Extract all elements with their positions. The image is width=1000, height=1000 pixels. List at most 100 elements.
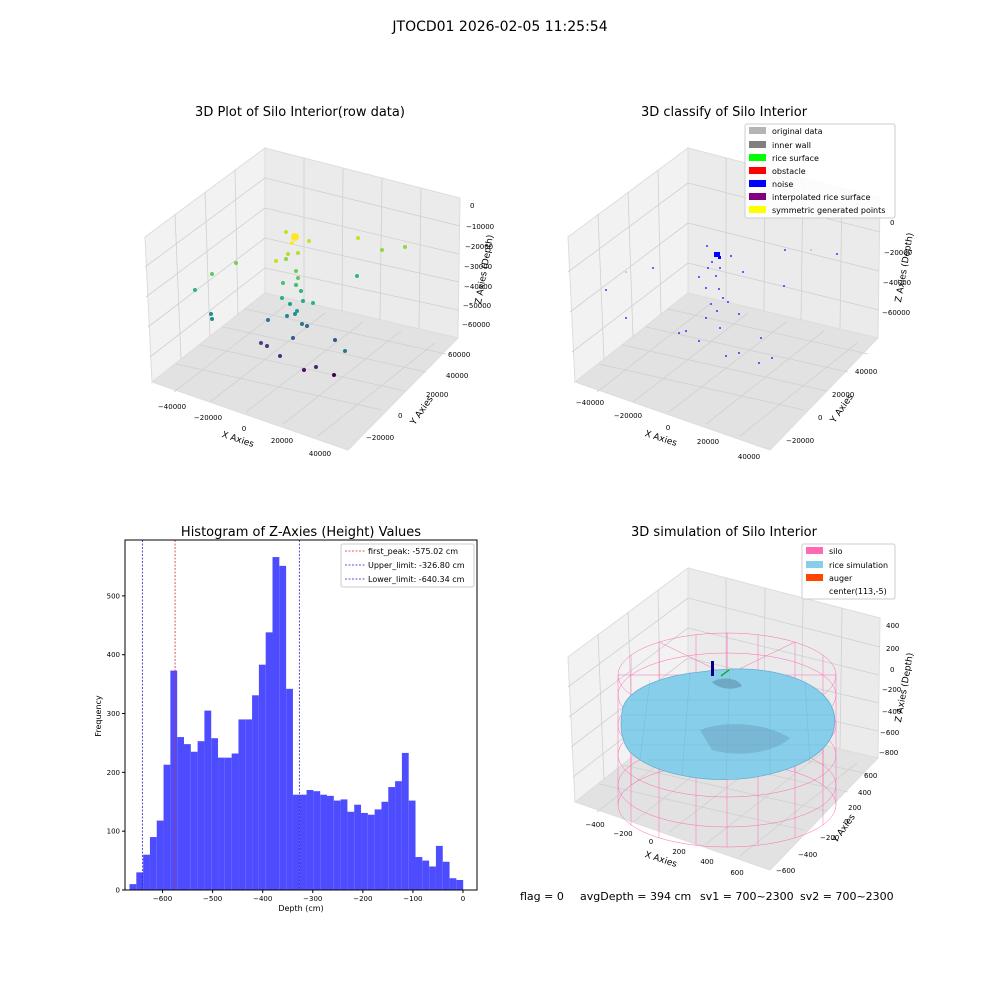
histogram-bar [183, 744, 191, 890]
data-point [307, 239, 311, 243]
noise-point [738, 313, 740, 315]
legend-label: interpolated rice surface [772, 193, 870, 202]
y-tick-label: 0 [398, 412, 402, 420]
data-point [343, 349, 347, 353]
histogram-bar [258, 664, 266, 890]
classify-legend: original data inner wall rice surface ob… [744, 123, 896, 219]
legend-label: noise [772, 180, 793, 189]
z-axis-ticks: 400 200 0 −200 −400 −600 −800 [879, 622, 901, 757]
original-point [625, 271, 627, 273]
data-point [296, 251, 300, 255]
status-flag: flag = 0 [520, 890, 564, 903]
simulation-legend: silo rice simulation auger center(113,-5… [801, 543, 896, 600]
status-sv1: sv1 = 700~2300 [700, 890, 794, 903]
z-tick-label: −40000 [464, 283, 492, 291]
histogram-bar [143, 854, 150, 890]
data-point [294, 283, 298, 287]
x-tick-label: −600 [153, 895, 172, 903]
y-tick-label: −200 [820, 834, 839, 842]
histogram-bar [354, 804, 362, 890]
histogram-bar [435, 845, 443, 890]
legend-entry: auger [806, 574, 853, 583]
histogram-y-label: Frequency [94, 695, 103, 737]
data-point [280, 296, 284, 300]
y-tick-label: 300 [107, 710, 120, 718]
histogram-bar [381, 801, 389, 890]
x-tick-label: 200 [672, 848, 685, 856]
y-tick-label: −400 [798, 851, 817, 859]
data-point [286, 252, 290, 256]
y-tick-label: 400 [107, 651, 120, 659]
histogram-bar [231, 753, 239, 890]
x-tick-label: 20000 [271, 437, 293, 445]
x-tick-label: −500 [203, 895, 222, 903]
y-tick-label: −600 [776, 867, 795, 875]
panel-classify-3d-title: 3D classify of Silo Interior [641, 105, 808, 120]
x-tick-label: −200 [353, 895, 372, 903]
x-tick-label: −20000 [194, 414, 222, 422]
x-tick-label: 0 [666, 424, 670, 432]
x-axis-label: X Axies [643, 429, 678, 449]
legend-entry: Lower_limit: -640.34 cm [345, 575, 465, 584]
histogram-x-label: Depth (cm) [278, 904, 323, 913]
noise-points [605, 245, 838, 364]
histogram-bar [149, 837, 157, 890]
x-tick-label: −300 [303, 895, 322, 903]
legend-entry: inner wall [749, 141, 811, 150]
noise-point [722, 297, 724, 299]
z-tick-label: −10000 [466, 223, 494, 231]
x-tick-label: 0 [649, 838, 653, 846]
noise-point [718, 288, 720, 290]
noise-point [783, 285, 785, 287]
z-tick-label: −40000 [883, 279, 911, 287]
legend-label: inner wall [772, 141, 811, 150]
legend-swatch [749, 180, 766, 187]
histogram-bar [347, 811, 355, 890]
histogram-bar [340, 799, 348, 890]
data-point [281, 281, 285, 285]
center-marker [720, 669, 730, 677]
z-axis-ticks: 0 −10000 −20000 −30000 −40000 −50000 −60… [462, 202, 494, 329]
legend-swatch [806, 587, 823, 594]
z-tick-label: 0 [890, 219, 894, 227]
data-point [355, 274, 359, 278]
legend-label: auger [829, 574, 853, 583]
histogram-bar [279, 565, 287, 890]
legend-swatch [749, 167, 766, 174]
data-point [209, 312, 213, 316]
x-tick-label: 20000 [697, 438, 719, 446]
data-point [301, 299, 305, 303]
noise-point [714, 252, 720, 257]
legend-box [340, 543, 475, 588]
figure-suptitle: JTOCD01 2026-02-05 11:25:54 [391, 19, 607, 35]
x-tick-label: 0 [461, 895, 465, 903]
histogram-bar [265, 632, 273, 890]
histogram-bar [252, 695, 259, 890]
legend-entry: silo [806, 547, 843, 556]
histogram-bar [163, 764, 171, 890]
noise-point [771, 357, 773, 359]
histogram-bar [190, 751, 198, 890]
legend-entry: noise [749, 180, 793, 189]
z-tick-label: −60000 [882, 309, 910, 317]
x-tick-label: 600 [730, 869, 743, 877]
histogram-bar [388, 787, 396, 890]
noise-point [705, 287, 707, 289]
legend-entry: rice surface [749, 154, 819, 163]
x-tick-label: 40000 [309, 450, 331, 458]
data-point [266, 318, 270, 322]
y-tick-label: 0 [844, 818, 848, 826]
legend-swatch [806, 547, 823, 554]
z-tick-label: −800 [879, 749, 898, 757]
z-axis-label: Z Axies (Depth) [894, 232, 916, 303]
x-tick-label: −20000 [614, 412, 642, 420]
z-tick-label: −30000 [464, 263, 492, 271]
raw-scatter-points [193, 230, 407, 377]
legend-entry: original data [749, 127, 823, 136]
rice-surface-shading [712, 678, 742, 689]
histogram-bar [272, 557, 280, 890]
histogram-bar [170, 670, 178, 890]
histogram-bar [197, 741, 205, 890]
data-point [210, 272, 214, 276]
legend-swatch [806, 574, 823, 581]
